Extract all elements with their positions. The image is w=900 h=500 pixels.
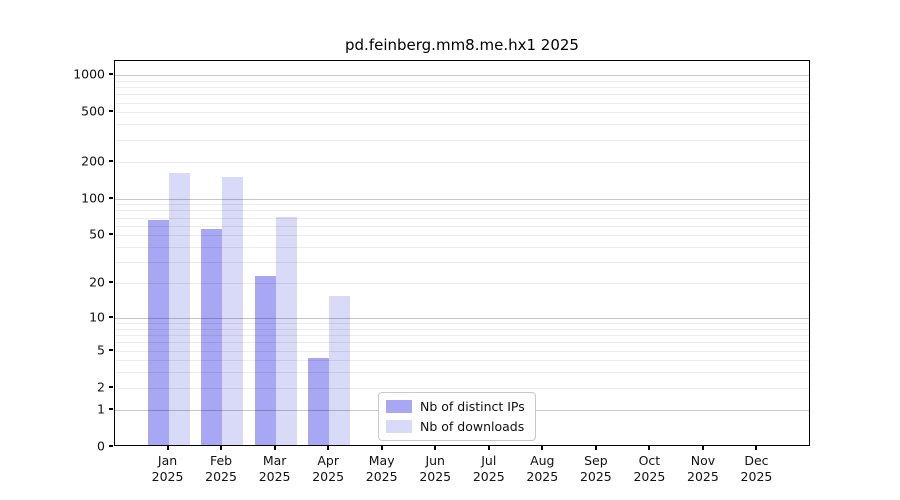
x-tick-mark (327, 446, 330, 450)
bar-distinct-ips (147, 220, 169, 445)
x-tick-label: Mar 2025 (258, 453, 291, 484)
legend: Nb of distinct IPs Nb of downloads (378, 392, 536, 441)
y-tick-label: 5 (97, 342, 105, 358)
x-tick-label: Jan 2025 (151, 453, 184, 484)
downloads-swatch-icon (386, 420, 412, 433)
bar-distinct-ips (308, 358, 330, 445)
minor-gridline (115, 217, 809, 219)
x-tick-label: Dec 2025 (740, 453, 773, 484)
bar-distinct-ips (254, 276, 276, 445)
minor-gridline (115, 161, 809, 163)
x-tick-label: Aug 2025 (526, 453, 559, 484)
y-tick-label: 0 (97, 438, 105, 454)
y-tick-label: 10 (89, 309, 105, 325)
major-gridline (115, 75, 809, 77)
distinct-ips-swatch-icon (386, 400, 412, 413)
x-tick-label: Jul 2025 (472, 453, 505, 484)
y-tick-mark (109, 385, 113, 388)
bar-downloads (222, 177, 244, 445)
x-tick-mark (434, 446, 437, 450)
x-tick-mark (220, 446, 223, 450)
minor-gridline (115, 335, 809, 337)
y-tick-mark (109, 159, 113, 162)
minor-gridline (115, 235, 809, 237)
x-tick-mark (701, 446, 704, 450)
x-tick-mark (166, 446, 169, 450)
x-tick-mark (380, 446, 383, 450)
minor-gridline (115, 87, 809, 89)
y-tick-label: 2 (97, 379, 105, 395)
minor-gridline (115, 350, 809, 352)
minor-gridline (115, 342, 809, 344)
minor-gridline (115, 80, 809, 82)
minor-gridline (115, 124, 809, 126)
minor-gridline (115, 372, 809, 374)
minor-gridline (115, 102, 809, 104)
y-tick-mark (109, 110, 113, 113)
y-tick-label: 1 (97, 401, 105, 417)
minor-gridline (115, 360, 809, 362)
legend-label: Nb of distinct IPs (420, 399, 525, 414)
minor-gridline (115, 247, 809, 249)
x-tick-mark (648, 446, 651, 450)
x-tick-label: May 2025 (365, 453, 398, 484)
y-tick-mark (109, 315, 113, 318)
y-tick-mark (109, 73, 113, 76)
bar-downloads (329, 295, 351, 445)
x-tick-label: Apr 2025 (312, 453, 345, 484)
x-tick-label: Sep 2025 (579, 453, 612, 484)
legend-label: Nb of downloads (420, 419, 525, 434)
legend-item-distinct-ips: Nb of distinct IPs (386, 399, 525, 414)
y-tick-label: 1000 (73, 66, 105, 82)
y-tick-label: 500 (81, 103, 105, 119)
major-gridline (115, 317, 809, 319)
x-tick-label: Oct 2025 (633, 453, 666, 484)
x-tick-label: Feb 2025 (205, 453, 237, 484)
bar-downloads (168, 173, 190, 445)
bar-distinct-ips (201, 229, 223, 445)
x-tick-mark (273, 446, 276, 450)
y-tick-label: 100 (81, 190, 105, 206)
chart-title: pd.feinberg.mm8.me.hx1 2025 (345, 36, 579, 54)
minor-gridline (115, 112, 809, 114)
minor-gridline (115, 210, 809, 212)
x-tick-mark (755, 446, 758, 450)
major-gridline (115, 198, 809, 200)
minor-gridline (115, 387, 809, 389)
minor-gridline (115, 139, 809, 141)
minor-gridline (115, 94, 809, 96)
x-tick-mark (594, 446, 597, 450)
x-tick-label: Jun 2025 (419, 453, 452, 484)
y-tick-label: 50 (89, 226, 105, 242)
y-tick-label: 200 (81, 153, 105, 169)
minor-gridline (115, 262, 809, 264)
minor-gridline (115, 204, 809, 206)
y-tick-mark (109, 196, 113, 199)
plot-area (114, 60, 810, 446)
minor-gridline (115, 283, 809, 285)
x-tick-label: Nov 2025 (687, 453, 719, 484)
x-tick-mark (541, 446, 544, 450)
minor-gridline (115, 225, 809, 227)
y-tick-mark (109, 281, 113, 284)
y-tick-mark (109, 348, 113, 351)
minor-gridline (115, 323, 809, 325)
y-tick-mark (109, 233, 113, 236)
y-tick-mark (109, 407, 113, 410)
y-tick-label: 20 (89, 274, 105, 290)
y-tick-mark (109, 445, 113, 447)
x-tick-mark (487, 446, 490, 450)
minor-gridline (115, 328, 809, 330)
bar-downloads (275, 217, 297, 445)
legend-item-downloads: Nb of downloads (386, 419, 525, 434)
